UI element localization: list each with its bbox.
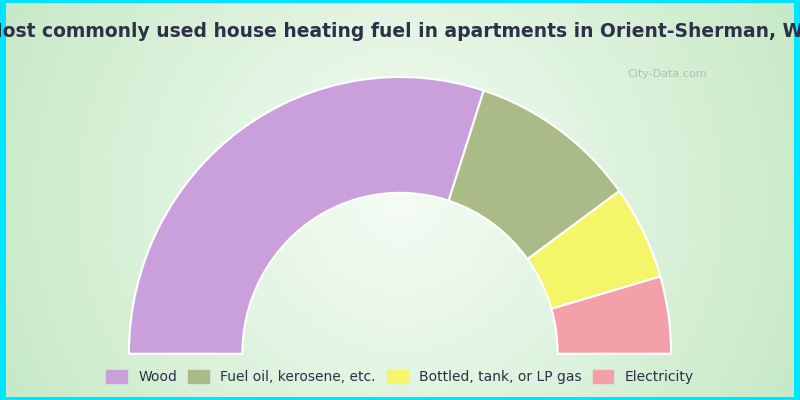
Wedge shape	[551, 276, 671, 354]
Wedge shape	[129, 77, 484, 354]
Legend: Wood, Fuel oil, kerosene, etc., Bottled, tank, or LP gas, Electricity: Wood, Fuel oil, kerosene, etc., Bottled,…	[101, 365, 699, 390]
Wedge shape	[527, 191, 660, 309]
Text: City-Data.com: City-Data.com	[628, 69, 707, 79]
Text: Most commonly used house heating fuel in apartments in Orient-Sherman, WA: Most commonly used house heating fuel in…	[0, 22, 800, 41]
Wedge shape	[449, 90, 619, 259]
